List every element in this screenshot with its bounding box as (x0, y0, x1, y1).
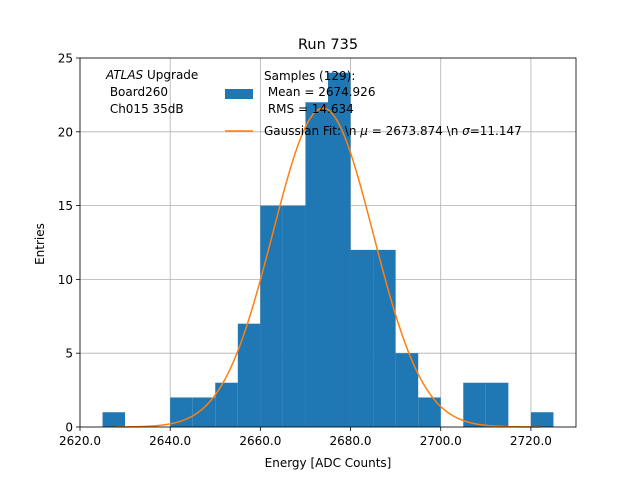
x-tick-label: 2700.0 (420, 434, 462, 448)
x-tick-label: 2720.0 (510, 434, 552, 448)
chart-title: Run 735 (298, 37, 358, 53)
histogram-bars (102, 72, 554, 427)
histogram-bar (418, 397, 441, 427)
histogram-bar (237, 323, 261, 427)
y-axis-ticks: 0 5 10 15 20 25 (58, 52, 80, 435)
annotation-upgrade: Upgrade (143, 68, 198, 82)
histogram-bar (192, 397, 216, 427)
x-tick-label: 2620.0 (59, 434, 101, 448)
histogram-bar (170, 397, 193, 427)
x-tick-label: 2640.0 (149, 434, 191, 448)
annotation-atlas: ATLAS (105, 68, 144, 82)
svg-text:ATLAS Upgrade: ATLAS Upgrade (105, 68, 198, 82)
legend: Samples (129): Mean = 2674.926 RMS = 14.… (225, 69, 522, 138)
annotation-channel: Ch015 35dB (106, 102, 184, 116)
atlas-annotation: ATLAS Upgrade Board260 Ch015 35dB (105, 68, 198, 116)
y-tick-label: 20 (58, 125, 73, 139)
x-axis-label: Energy [ADC Counts] (265, 456, 392, 470)
histogram-bar (282, 205, 306, 427)
y-tick-label: 25 (58, 52, 73, 66)
x-tick-label: 2660.0 (239, 434, 281, 448)
legend-histogram-line3: RMS = 14.634 (264, 102, 354, 116)
histogram-bar (328, 72, 351, 427)
histogram-bar (215, 382, 238, 427)
gaussian-fit-curve (116, 107, 540, 428)
x-tick-label: 2680.0 (330, 434, 372, 448)
y-tick-label: 5 (65, 347, 73, 361)
y-tick-label: 0 (65, 421, 73, 435)
legend-histogram-line2: Mean = 2674.926 (264, 85, 375, 99)
legend-fit-label: Gaussian Fit: \n μ = 2673.874 \n σ=11.14… (264, 124, 522, 138)
histogram-bar (395, 353, 419, 427)
histogram-bar (102, 412, 126, 427)
plot-frame (79, 57, 577, 428)
legend-histogram-swatch (225, 89, 253, 99)
histogram-bar (485, 382, 509, 427)
histogram-bar (463, 382, 486, 427)
annotation-board: Board260 (106, 85, 168, 99)
histogram-bar (305, 102, 328, 427)
y-axis-label: Entries (33, 223, 47, 265)
histogram-bar (350, 249, 374, 427)
y-tick-label: 10 (58, 273, 73, 287)
legend-histogram-line1: Samples (129): (264, 69, 355, 83)
y-tick-label: 15 (58, 199, 73, 213)
x-axis-ticks: 2620.0 2640.0 2660.0 2680.0 2700.0 2720.0 (59, 427, 552, 448)
histogram-bar (530, 412, 554, 427)
